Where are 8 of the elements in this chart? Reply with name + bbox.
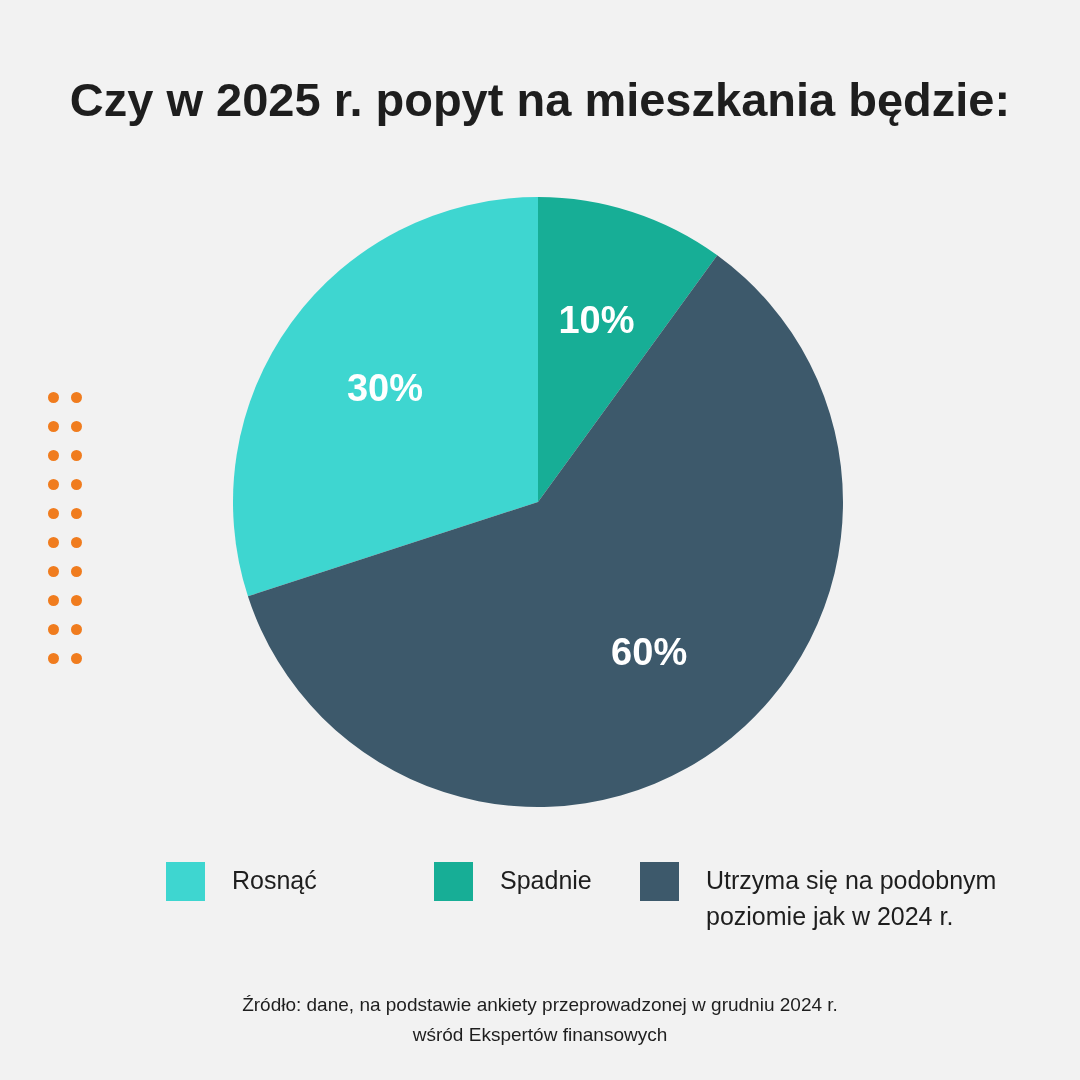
chart-title: Czy w 2025 r. popyt na mieszkania będzie: bbox=[68, 72, 1012, 127]
data-label: 30% bbox=[346, 367, 424, 410]
data-label: 10% bbox=[558, 298, 635, 341]
legend-label: Spadnie bbox=[500, 865, 592, 896]
data-label: 60% bbox=[611, 631, 688, 674]
text: Źródło: dane, na podstawie ankiety przeprowadzonej w grudniu 2024 r. wśród Ekspertów finansowych bbox=[241, 993, 839, 1047]
legend-label: Rosnąć bbox=[232, 865, 317, 896]
legend-label: Utrzyma się na podobnym poziomie jak w 2024 r. bbox=[706, 865, 998, 932]
